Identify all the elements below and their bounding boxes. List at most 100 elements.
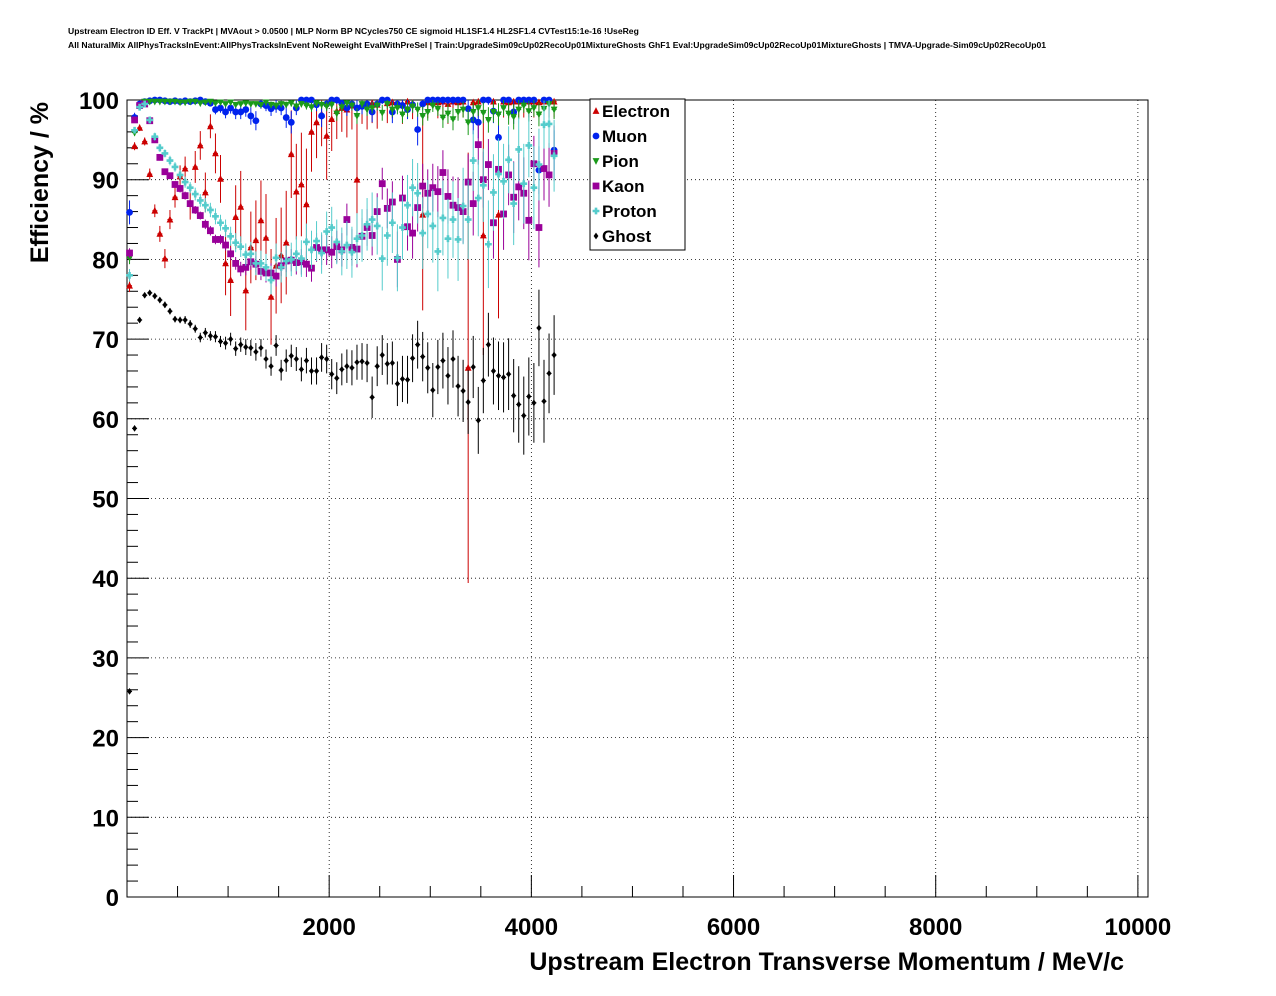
data-point <box>378 109 386 117</box>
data-point <box>237 243 245 251</box>
data-point <box>540 165 548 172</box>
data-point <box>247 112 255 120</box>
data-point <box>506 370 512 378</box>
data-point <box>505 96 513 104</box>
data-point <box>252 101 260 108</box>
y-tick-label: 100 <box>79 88 119 115</box>
data-point <box>540 121 548 129</box>
data-point <box>454 236 462 243</box>
data-point <box>146 170 154 178</box>
data-point <box>521 412 527 420</box>
data-point <box>324 355 330 363</box>
data-point <box>242 263 250 271</box>
y-tick-label: 60 <box>92 407 119 434</box>
data-point <box>232 108 240 116</box>
data-point <box>484 161 492 168</box>
data-point <box>364 359 370 367</box>
data-point <box>495 170 502 178</box>
data-point <box>161 168 169 176</box>
data-point <box>297 101 305 108</box>
y-tick-label: 50 <box>92 487 119 514</box>
data-point <box>318 249 325 257</box>
data-point <box>500 105 507 112</box>
data-point <box>206 98 214 106</box>
legend-marker-kaon <box>592 182 600 190</box>
data-point <box>343 241 351 249</box>
data-point <box>161 149 169 157</box>
chart-title-line-1: Upstream Electron ID Eff. V TrackPt | MV… <box>68 26 639 36</box>
data-point <box>292 103 300 111</box>
data-point <box>282 257 290 265</box>
data-point <box>267 101 275 109</box>
data-point <box>273 342 279 349</box>
data-point <box>217 175 224 182</box>
data-point <box>474 118 482 126</box>
data-point <box>287 118 295 126</box>
data-point <box>191 163 199 170</box>
data-point <box>161 98 169 106</box>
data-point <box>167 307 173 315</box>
series-electron <box>126 97 558 583</box>
data-point <box>227 99 235 107</box>
data-point <box>333 110 341 118</box>
data-point <box>126 249 133 257</box>
data-point <box>515 183 523 191</box>
data-point <box>516 401 522 408</box>
data-point <box>191 98 199 106</box>
data-point <box>196 141 204 149</box>
data-point <box>510 113 518 121</box>
data-point <box>525 96 533 104</box>
data-point <box>343 216 351 223</box>
data-point <box>395 380 400 388</box>
data-point <box>383 101 391 108</box>
data-point <box>459 96 467 104</box>
data-point <box>379 351 385 359</box>
data-point <box>354 358 360 366</box>
data-point <box>227 250 235 258</box>
data-point <box>369 393 375 401</box>
data-point <box>192 325 198 333</box>
data-point <box>252 117 260 125</box>
data-point <box>358 232 366 239</box>
data-point <box>232 259 240 267</box>
data-point <box>419 229 427 237</box>
data-point <box>409 103 416 111</box>
data-point <box>434 248 442 255</box>
data-point <box>162 301 168 309</box>
data-point <box>263 355 269 363</box>
data-point <box>126 208 133 216</box>
data-point <box>131 126 138 134</box>
data-point <box>202 329 208 337</box>
data-point <box>328 96 336 104</box>
data-point <box>535 98 543 106</box>
data-point <box>328 101 336 109</box>
data-point <box>258 344 264 352</box>
legend-label-ghost: Ghost <box>602 227 651 246</box>
data-point <box>181 192 189 200</box>
data-point <box>303 96 310 104</box>
data-point <box>334 374 340 382</box>
data-point <box>132 424 137 432</box>
data-point <box>454 109 462 116</box>
data-point <box>232 101 240 109</box>
data-point <box>484 240 492 248</box>
data-point <box>333 96 341 104</box>
data-point <box>277 263 285 271</box>
data-point <box>530 105 538 112</box>
data-point <box>181 178 189 186</box>
data-point <box>444 193 452 200</box>
data-point <box>491 367 496 375</box>
data-point <box>308 127 315 135</box>
data-point <box>343 104 351 112</box>
data-point <box>373 102 381 110</box>
data-point <box>313 237 320 245</box>
data-point <box>242 286 250 294</box>
data-point <box>424 109 432 116</box>
data-point <box>348 248 356 256</box>
data-point <box>196 100 204 108</box>
data-point <box>358 101 366 108</box>
data-point <box>353 235 361 243</box>
data-point <box>242 251 250 259</box>
data-point <box>444 110 452 118</box>
